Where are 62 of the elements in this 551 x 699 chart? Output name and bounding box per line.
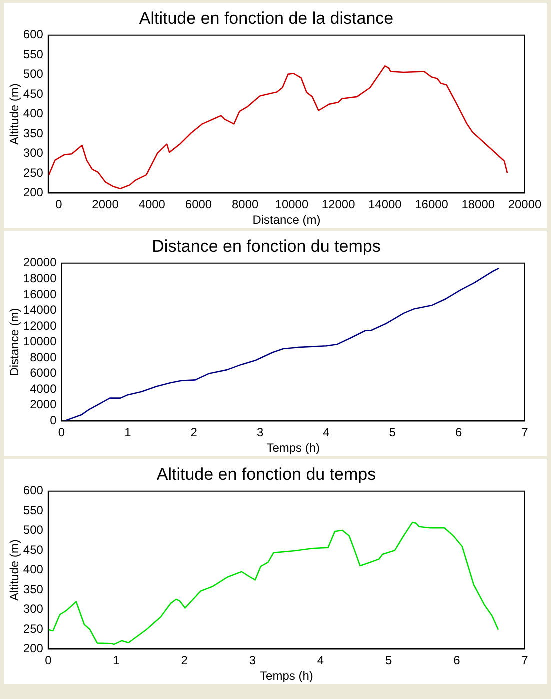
x-tick-label: 16000: [415, 198, 449, 212]
y-tick-label: 200: [23, 186, 44, 200]
y-tick-label: 8000: [30, 350, 58, 364]
x-axis-title: Distance (m): [252, 213, 321, 228]
y-tick-label: 0: [50, 414, 58, 428]
x-axis-title: Temps (h): [266, 441, 320, 456]
x-tick-label: 7: [522, 426, 529, 440]
y-tick-label: 500: [23, 67, 44, 82]
y-tick-label: 20000: [23, 256, 58, 270]
x-tick-label: 2: [181, 654, 188, 668]
x-tick-label: 6: [454, 654, 461, 668]
y-tick-label: 18000: [23, 271, 58, 286]
x-tick-label: 1: [124, 426, 132, 440]
y-tick-label: 550: [23, 503, 44, 518]
chart-title: Altitude en fonction du temps: [156, 464, 376, 484]
x-tick-label: 4: [317, 654, 324, 668]
x-tick-label: 3: [256, 426, 264, 440]
y-tick-label: 450: [23, 542, 44, 557]
x-tick-label: 7: [522, 654, 529, 668]
y-tick-label: 250: [23, 622, 44, 636]
y-tick-label: 12000: [23, 318, 58, 333]
y-tick-label: 16000: [23, 287, 58, 302]
y-tick-label: 250: [23, 166, 44, 180]
x-axis-title: Temps (h): [260, 669, 314, 684]
x-tick-label: 6: [455, 426, 462, 440]
y-tick-label: 200: [23, 642, 44, 656]
y-tick-label: 450: [23, 86, 44, 101]
y-tick-label: 600: [23, 28, 44, 42]
y-axis-title: Distance (m): [8, 308, 22, 376]
x-tick-label: 5: [385, 654, 392, 668]
chart-title: Distance en fonction du temps: [152, 236, 381, 256]
x-tick-label: 20000: [508, 198, 542, 212]
x-tick-label: 14000: [368, 198, 402, 212]
x-tick-label: 3: [249, 654, 256, 668]
y-tick-label: 6000: [30, 366, 58, 380]
y-tick-label: 350: [23, 582, 44, 596]
x-tick-label: 18000: [462, 198, 496, 212]
x-tick-label: 10000: [275, 198, 309, 212]
y-tick-label: 600: [23, 484, 44, 498]
x-tick-label: 12000: [322, 198, 356, 212]
x-tick-label: 6000: [185, 198, 212, 212]
x-tick-label: 2000: [92, 198, 120, 212]
x-tick-label: 5: [389, 426, 396, 440]
x-tick-label: 4000: [138, 198, 166, 212]
y-tick-label: 400: [23, 562, 44, 577]
x-tick-label: 4: [323, 426, 330, 440]
y-axis-title: Altitude (m): [8, 540, 22, 601]
y-tick-label: 300: [23, 146, 44, 160]
x-tick-label: 2: [190, 426, 198, 440]
y-tick-label: 4000: [30, 382, 58, 396]
chart-title: Altitude en fonction de la distance: [139, 8, 394, 28]
y-tick-label: 300: [23, 602, 44, 616]
y-tick-label: 500: [23, 523, 44, 538]
y-tick-label: 350: [23, 126, 44, 140]
x-tick-label: 1: [113, 654, 120, 668]
y-tick-label: 14000: [23, 303, 58, 318]
y-axis-title: Altitude (m): [8, 84, 22, 145]
x-tick-label: 8000: [232, 198, 260, 212]
y-tick-label: 400: [23, 106, 44, 121]
y-tick-label: 2000: [30, 398, 58, 412]
y-tick-label: 550: [23, 47, 44, 62]
y-tick-label: 10000: [23, 334, 58, 349]
